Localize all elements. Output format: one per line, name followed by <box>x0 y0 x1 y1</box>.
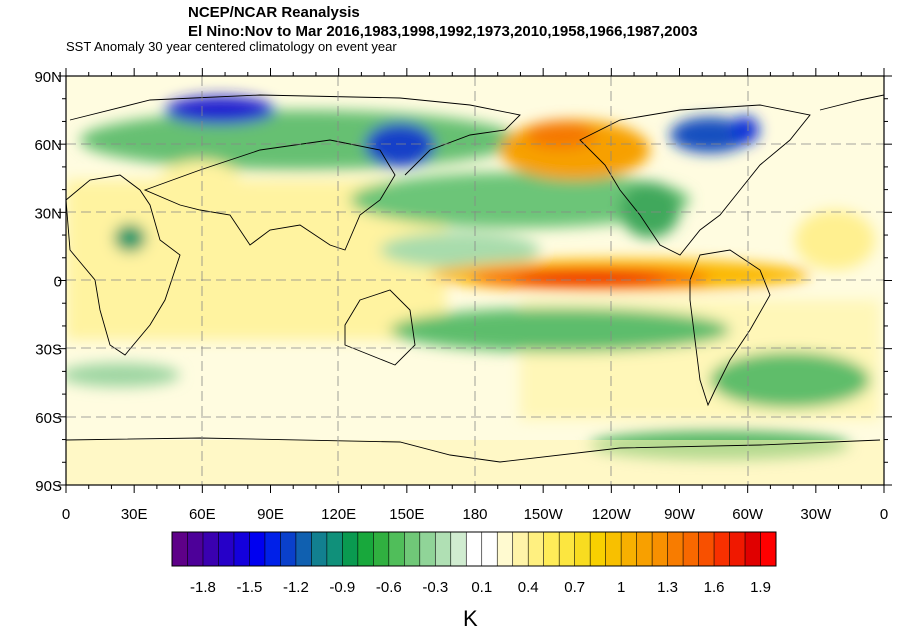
colorbar-box <box>435 532 452 566</box>
colorbar-box <box>295 532 312 566</box>
colorbar-unit-label: K <box>463 606 478 631</box>
lon-label: 60W <box>732 506 764 523</box>
colorbar-box <box>466 532 483 566</box>
colorbar-box <box>388 532 405 566</box>
colorbar-tick-label: -1.8 <box>190 579 216 596</box>
gridlines <box>66 76 884 485</box>
lat-label: 30N <box>34 205 62 222</box>
lat-label: 90S <box>35 478 62 495</box>
lon-label: 30W <box>800 506 832 523</box>
lon-label: 120W <box>592 506 632 523</box>
colorbar-box <box>172 532 188 566</box>
colorbar-box <box>574 532 591 566</box>
lon-label: 180 <box>462 506 487 523</box>
colorbar-box <box>605 532 622 566</box>
colorbar-tick-label: 1.9 <box>750 579 771 596</box>
lon-label: 30E <box>121 506 148 523</box>
colorbar-box <box>559 532 575 566</box>
lat-label: 90N <box>34 69 62 86</box>
colorbar-box <box>543 532 560 566</box>
colorbar-box <box>745 532 761 566</box>
colorbar-box <box>187 532 204 566</box>
colorbar-box <box>698 532 715 566</box>
colorbar-tick-label: 0.4 <box>518 579 539 596</box>
latitude-labels: 90N 60N 30N 0 30S 60S 90S <box>34 69 62 495</box>
colorbar-box <box>202 532 219 566</box>
colorbar-box <box>497 532 514 566</box>
axis-ticks <box>58 68 892 493</box>
colorbar-box <box>311 532 328 566</box>
colorbar-box <box>357 532 374 566</box>
lon-label: 150E <box>389 506 424 523</box>
colorbar-box <box>621 532 637 566</box>
lon-label: 90W <box>664 506 696 523</box>
lon-label: 150W <box>524 506 564 523</box>
lon-label: 90E <box>257 506 284 523</box>
colorbar-box <box>481 532 498 566</box>
colorbar-box <box>249 532 266 566</box>
anomaly-field <box>66 76 884 485</box>
colorbar-tick-label: 0.7 <box>564 579 585 596</box>
colorbar-box <box>264 532 281 566</box>
colorbar-box <box>528 532 544 566</box>
colorbar-box <box>729 532 746 566</box>
figure-title: NCEP/NCAR Reanalysis <box>188 4 360 21</box>
colorbar-box <box>636 532 653 566</box>
colorbar-tick-label: 1.6 <box>704 579 725 596</box>
lat-label: 60N <box>34 137 62 154</box>
colorbar-tick-label: -0.6 <box>376 579 402 596</box>
colorbar-box <box>342 532 359 566</box>
colorbar-box <box>280 532 297 566</box>
colorbar-tick-label: 0.1 <box>471 579 492 596</box>
longitude-labels: 0 30E 60E 90E 120E 150E 180 150W 120W 90W 60W 30W 0 <box>62 506 888 523</box>
colorbar-box <box>233 532 250 566</box>
colorbar-box <box>652 532 668 566</box>
colorbar-box <box>760 532 777 566</box>
colorbar-box <box>404 532 421 566</box>
lon-label: 60E <box>189 506 216 523</box>
colorbar-box <box>373 532 390 566</box>
figure-left-string: SST Anomaly 30 year centered climatology… <box>66 39 397 54</box>
colorbar-box <box>683 532 699 566</box>
colorbar-tick-label: 1.3 <box>657 579 678 596</box>
colorbar <box>171 531 777 567</box>
colorbar-box <box>667 532 684 566</box>
lon-label: 0 <box>62 506 70 523</box>
colorbar-labels: -1.8 -1.5 -1.2 -0.9 -0.6 -0.3 0.1 0.4 0.7 1 1.3 1.6… <box>190 579 771 596</box>
colorbar-box <box>714 532 730 566</box>
colorbar-tick-label: 1 <box>617 579 625 596</box>
colorbar-box <box>590 532 606 566</box>
figure-subtitle: El Nino:Nov to Mar 2016,1983,1998,1992,1… <box>188 23 698 40</box>
colorbar-box <box>419 532 436 566</box>
colorbar-tick-label: -1.5 <box>237 579 263 596</box>
colorbar-box <box>512 532 529 566</box>
lon-label: 0 <box>880 506 888 523</box>
colorbar-tick-label: -0.3 <box>422 579 448 596</box>
colorbar-box <box>326 532 343 566</box>
lat-label: 30S <box>35 342 62 359</box>
lat-label: 0 <box>54 274 62 291</box>
colorbar-tick-label: -1.2 <box>283 579 309 596</box>
lon-label: 120E <box>321 506 356 523</box>
colorbar-box <box>218 532 235 566</box>
colorbar-tick-label: -0.9 <box>329 579 355 596</box>
lat-label: 60S <box>35 410 62 427</box>
colorbar-box <box>450 532 467 566</box>
